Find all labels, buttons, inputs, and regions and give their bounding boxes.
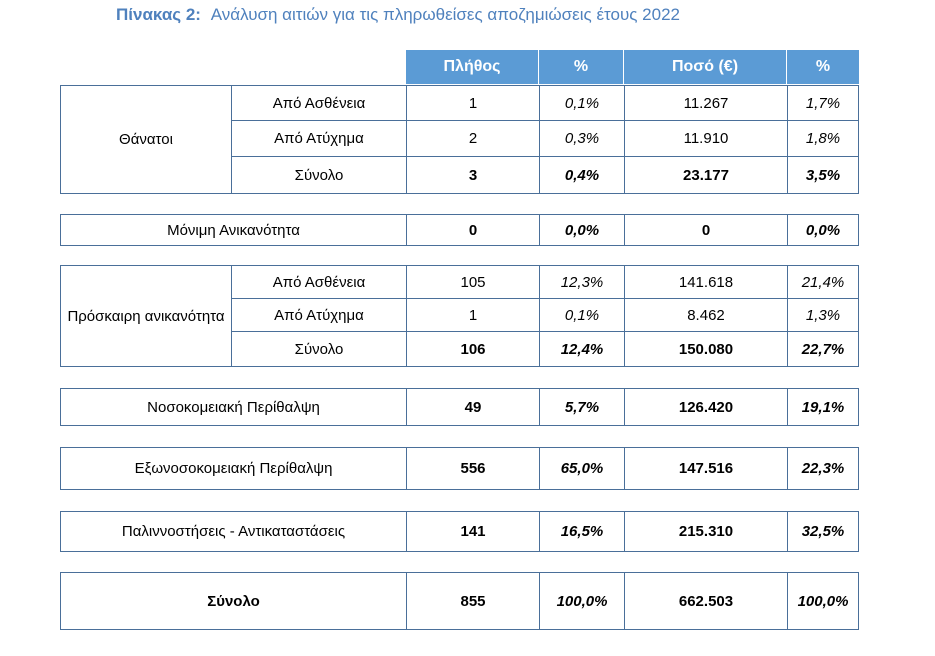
cell-pct: 0,0% bbox=[540, 215, 625, 245]
group-deaths: Θάνατοι Από Ασθένεια 1 0,1% 11.267 1,7% … bbox=[60, 85, 859, 194]
cell-pct: 0,4% bbox=[540, 157, 625, 193]
group-label-temporary: Πρόσκαιρη ανικανότητα bbox=[61, 266, 232, 366]
row-label-total: Σύνολο bbox=[232, 157, 407, 193]
cell-amount: 11.910 bbox=[625, 121, 788, 157]
group-permanent-disability: Μόνιμη Ανικανότητα 0 0,0% 0 0,0% bbox=[60, 214, 859, 246]
cell-count: 106 bbox=[407, 332, 540, 366]
row-label: Από Ασθένεια bbox=[232, 86, 407, 121]
cell-amount: 141.618 bbox=[625, 266, 788, 299]
group-repatriations: Παλιννοστήσεις - Αντικαταστάσεις 141 16,… bbox=[60, 511, 859, 552]
group-hospital-care: Νοσοκομειακή Περίθαλψη 49 5,7% 126.420 1… bbox=[60, 388, 859, 426]
cell-amount: 662.503 bbox=[625, 573, 788, 629]
cell-amount: 126.420 bbox=[625, 389, 788, 425]
row-label: Από Ατύχημα bbox=[232, 121, 407, 157]
cell-amount: 23.177 bbox=[625, 157, 788, 193]
cell-pct: 0,1% bbox=[540, 299, 625, 332]
row-label: Νοσοκομειακή Περίθαλψη bbox=[61, 389, 407, 425]
cell-pct: 100,0% bbox=[540, 573, 625, 629]
group-grand-total: Σύνολο 855 100,0% 662.503 100,0% bbox=[60, 572, 859, 630]
caption-label: Πίνακας 2: bbox=[116, 5, 201, 24]
cell-count: 855 bbox=[407, 573, 540, 629]
cell-count: 2 bbox=[407, 121, 540, 157]
cell-amount: 215.310 bbox=[625, 512, 788, 551]
row-label-total: Σύνολο bbox=[61, 573, 407, 629]
cell-amount: 147.516 bbox=[625, 448, 788, 489]
cell-amount-pct: 32,5% bbox=[801, 523, 845, 540]
group-label-deaths: Θάνατοι bbox=[61, 86, 232, 193]
cell-count: 0 bbox=[407, 215, 540, 245]
row-label: Από Ασθένεια bbox=[232, 266, 407, 299]
cell-amount-pct: 1,7% bbox=[788, 86, 858, 121]
cell-pct: 0,3% bbox=[540, 121, 625, 157]
cell-pct: 12,4% bbox=[540, 332, 625, 366]
cell-amount: 11.267 bbox=[625, 86, 788, 121]
cell-count: 49 bbox=[407, 389, 540, 425]
cell-amount: 150.080 bbox=[625, 332, 788, 366]
cell-amount-pct: 3,5% bbox=[805, 166, 841, 184]
caption-title: Ανάλυση αιτιών για τις πληρωθείσες αποζη… bbox=[210, 5, 680, 24]
cell-amount-pct: 19,1% bbox=[801, 398, 845, 416]
cell-pct: 16,5% bbox=[540, 512, 625, 551]
cell-amount-pct: 22,7% bbox=[801, 340, 845, 358]
table-caption: Πίνακας 2: Ανάλυση αιτιών για τις πληρωθ… bbox=[116, 5, 680, 25]
row-label-total: Σύνολο bbox=[232, 332, 407, 366]
group-temporary-disability: Πρόσκαιρη ανικανότητα Από Ασθένεια 105 1… bbox=[60, 265, 859, 367]
cell-pct: 12,3% bbox=[540, 266, 625, 299]
cell-amount-pct: 1,3% bbox=[788, 299, 858, 332]
cell-amount-pct: 21,4% bbox=[788, 266, 858, 299]
cell-amount: 8.462 bbox=[625, 299, 788, 332]
cell-amount-pct: 22,3% bbox=[801, 460, 845, 477]
cell-count: 141 bbox=[407, 512, 540, 551]
group-outpatient-care: Εξωνοσοκομειακή Περίθαλψη 556 65,0% 147.… bbox=[60, 447, 859, 490]
row-label: Μόνιμη Ανικανότητα bbox=[61, 215, 407, 245]
header-amount: Ποσό (€) bbox=[624, 50, 787, 84]
cell-amount-pct: 100,0% bbox=[797, 592, 849, 610]
cell-count: 105 bbox=[407, 266, 540, 299]
cell-pct: 65,0% bbox=[540, 448, 625, 489]
cell-pct: 5,7% bbox=[540, 389, 625, 425]
header-pct-amount: % bbox=[787, 50, 859, 84]
cell-count: 1 bbox=[407, 299, 540, 332]
row-label: Παλιννοστήσεις - Αντικαταστάσεις bbox=[61, 512, 407, 551]
cell-pct: 0,1% bbox=[540, 86, 625, 121]
cell-count: 1 bbox=[407, 86, 540, 121]
cell-amount-pct: 0,0% bbox=[805, 221, 841, 239]
header-pct-count: % bbox=[539, 50, 624, 84]
cell-count: 556 bbox=[407, 448, 540, 489]
row-label: Εξωνοσοκομειακή Περίθαλψη bbox=[61, 448, 407, 489]
cell-count: 3 bbox=[407, 157, 540, 193]
cell-amount-pct: 1,8% bbox=[788, 121, 858, 157]
cell-amount: 0 bbox=[625, 215, 788, 245]
header-count: Πλήθος bbox=[406, 50, 539, 84]
row-label: Από Ατύχημα bbox=[232, 299, 407, 332]
